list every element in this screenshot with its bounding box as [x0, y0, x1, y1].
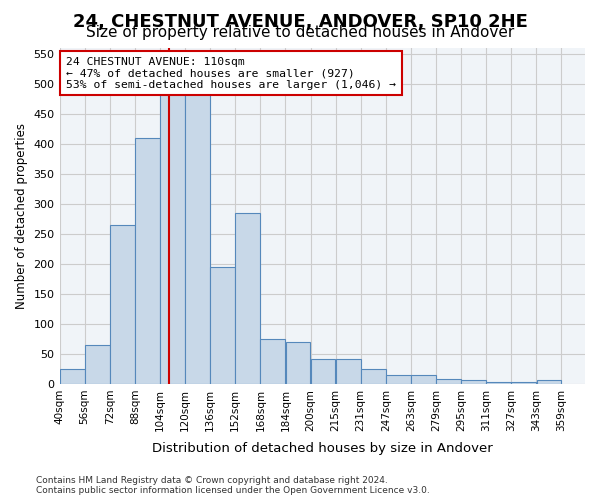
Bar — [461, 380, 486, 384]
Bar — [286, 342, 310, 384]
Text: Contains HM Land Registry data © Crown copyright and database right 2024.
Contai: Contains HM Land Registry data © Crown c… — [36, 476, 430, 495]
Bar — [311, 358, 335, 384]
Bar — [210, 267, 235, 384]
Bar — [536, 380, 562, 384]
Y-axis label: Number of detached properties: Number of detached properties — [15, 122, 28, 308]
Text: Size of property relative to detached houses in Andover: Size of property relative to detached ho… — [86, 25, 514, 40]
Bar — [135, 138, 160, 384]
Bar — [260, 339, 285, 384]
Bar — [336, 358, 361, 384]
Bar — [487, 382, 511, 384]
Bar — [436, 379, 461, 384]
Bar — [85, 345, 110, 384]
Bar — [110, 224, 135, 384]
Bar — [160, 78, 185, 384]
Bar — [511, 382, 536, 384]
Text: 24 CHESTNUT AVENUE: 110sqm
← 47% of detached houses are smaller (927)
53% of sem: 24 CHESTNUT AVENUE: 110sqm ← 47% of deta… — [66, 56, 396, 90]
Bar — [411, 375, 436, 384]
Text: 24, CHESTNUT AVENUE, ANDOVER, SP10 2HE: 24, CHESTNUT AVENUE, ANDOVER, SP10 2HE — [73, 12, 527, 30]
Bar — [59, 369, 85, 384]
X-axis label: Distribution of detached houses by size in Andover: Distribution of detached houses by size … — [152, 442, 493, 455]
Bar — [361, 369, 386, 384]
Bar — [235, 212, 260, 384]
Bar — [185, 78, 210, 384]
Bar — [386, 375, 411, 384]
